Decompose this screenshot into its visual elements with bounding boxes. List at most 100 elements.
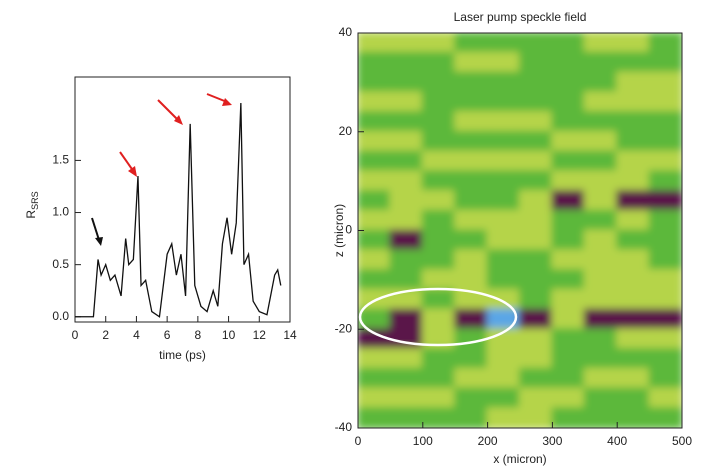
heat-cell <box>358 111 392 133</box>
heat-cell <box>551 229 586 252</box>
y-tick-label: 1.0 <box>52 205 69 219</box>
heat-cell <box>648 71 682 94</box>
heat-cell <box>616 91 651 113</box>
heat-cell <box>519 91 554 113</box>
heat-cell <box>583 33 619 54</box>
heat-cell <box>421 308 457 331</box>
arrow-head <box>95 237 103 246</box>
data-line <box>75 103 282 318</box>
heat-cell <box>583 91 619 113</box>
heat-cell <box>551 150 586 173</box>
y-axis-label: z (micron) <box>332 204 346 257</box>
heat-cell <box>389 229 424 252</box>
heat-cell <box>389 407 424 428</box>
heat-cell <box>389 71 424 94</box>
y-tick-label: 40 <box>339 25 353 39</box>
heat-cell <box>583 170 619 192</box>
heat-cell <box>486 209 521 232</box>
x-tick-label: 10 <box>222 328 236 342</box>
heat-cell <box>421 170 457 192</box>
heat-cell <box>486 51 521 74</box>
heat-cell <box>421 91 457 113</box>
heat-cell <box>519 190 554 212</box>
heat-cell <box>454 407 489 428</box>
heat-cell <box>616 190 651 212</box>
heat-cell <box>454 209 489 232</box>
heat-cell <box>551 71 586 94</box>
heat-cell <box>616 170 651 192</box>
heat-cell <box>421 71 457 94</box>
heat-cell <box>519 51 554 74</box>
y-tick-label: 1.5 <box>52 153 69 167</box>
y-axis-label: RSRS <box>24 191 40 218</box>
x-tick-label: 300 <box>542 434 562 448</box>
heat-cell <box>583 288 619 311</box>
heat-cell <box>454 71 489 94</box>
heat-cell <box>583 328 619 350</box>
heat-cell <box>486 269 521 291</box>
heat-cell <box>358 91 392 113</box>
heat-cell <box>583 407 619 428</box>
heat-cell <box>358 387 392 410</box>
y-tick-label: 0 <box>345 223 352 237</box>
heat-cell <box>421 288 457 311</box>
heat-cell <box>454 249 489 271</box>
heat-cell <box>583 229 619 252</box>
heat-cell <box>421 130 457 153</box>
heat-cell <box>519 130 554 153</box>
heat-cell <box>486 229 521 252</box>
heat-cell <box>389 269 424 291</box>
heat-cell <box>616 229 651 252</box>
heat-cell <box>358 51 392 74</box>
heat-cell <box>583 111 619 133</box>
x-tick-label: 8 <box>195 328 202 342</box>
heat-cell <box>616 150 651 173</box>
heat-cell <box>486 111 521 133</box>
heat-cell <box>421 33 457 54</box>
heat-cell <box>551 111 586 133</box>
heat-cell <box>616 209 651 232</box>
x-tick-label: 500 <box>672 434 692 448</box>
plot-frame <box>74 76 291 323</box>
heat-cell <box>389 249 424 271</box>
heat-cell <box>389 150 424 173</box>
heat-cell <box>648 367 682 390</box>
heat-cell <box>616 51 651 74</box>
heat-cell <box>421 229 457 252</box>
heat-cell <box>519 209 554 232</box>
heat-cell <box>358 269 392 291</box>
heat-cell <box>648 229 682 252</box>
heat-cell <box>648 51 682 74</box>
heat-cell <box>389 111 424 133</box>
heat-cell <box>389 308 424 331</box>
chart-title: Laser pump speckle field <box>454 10 587 24</box>
x-tick-label: 4 <box>133 328 140 342</box>
heat-cell <box>389 367 424 390</box>
heat-cell <box>358 71 392 94</box>
y-tick-label: 0.5 <box>52 257 69 271</box>
heat-cell <box>358 229 392 252</box>
x-tick-label: 400 <box>607 434 627 448</box>
heat-cell <box>551 407 586 428</box>
highlight-ellipse <box>358 287 518 347</box>
heat-cell <box>519 269 554 291</box>
heat-cell <box>421 367 457 390</box>
heat-cell <box>551 308 586 331</box>
x-axis-label: x (micron) <box>493 452 546 466</box>
heat-cell <box>519 249 554 271</box>
heat-cell <box>648 348 682 370</box>
heat-cell <box>358 33 392 54</box>
arrow-head <box>174 115 183 125</box>
y-tick-label: 20 <box>339 124 353 138</box>
heat-cell <box>486 71 521 94</box>
heat-cell <box>421 249 457 271</box>
heat-cell <box>421 209 457 232</box>
heat-cell <box>616 249 651 271</box>
heat-cell <box>454 348 489 370</box>
x-tick-label: 100 <box>413 434 433 448</box>
heat-cell <box>519 348 554 370</box>
heat-cell <box>551 288 586 311</box>
heat-cell <box>551 91 586 113</box>
heat-cell <box>648 33 682 54</box>
x-tick-label: 2 <box>102 328 109 342</box>
